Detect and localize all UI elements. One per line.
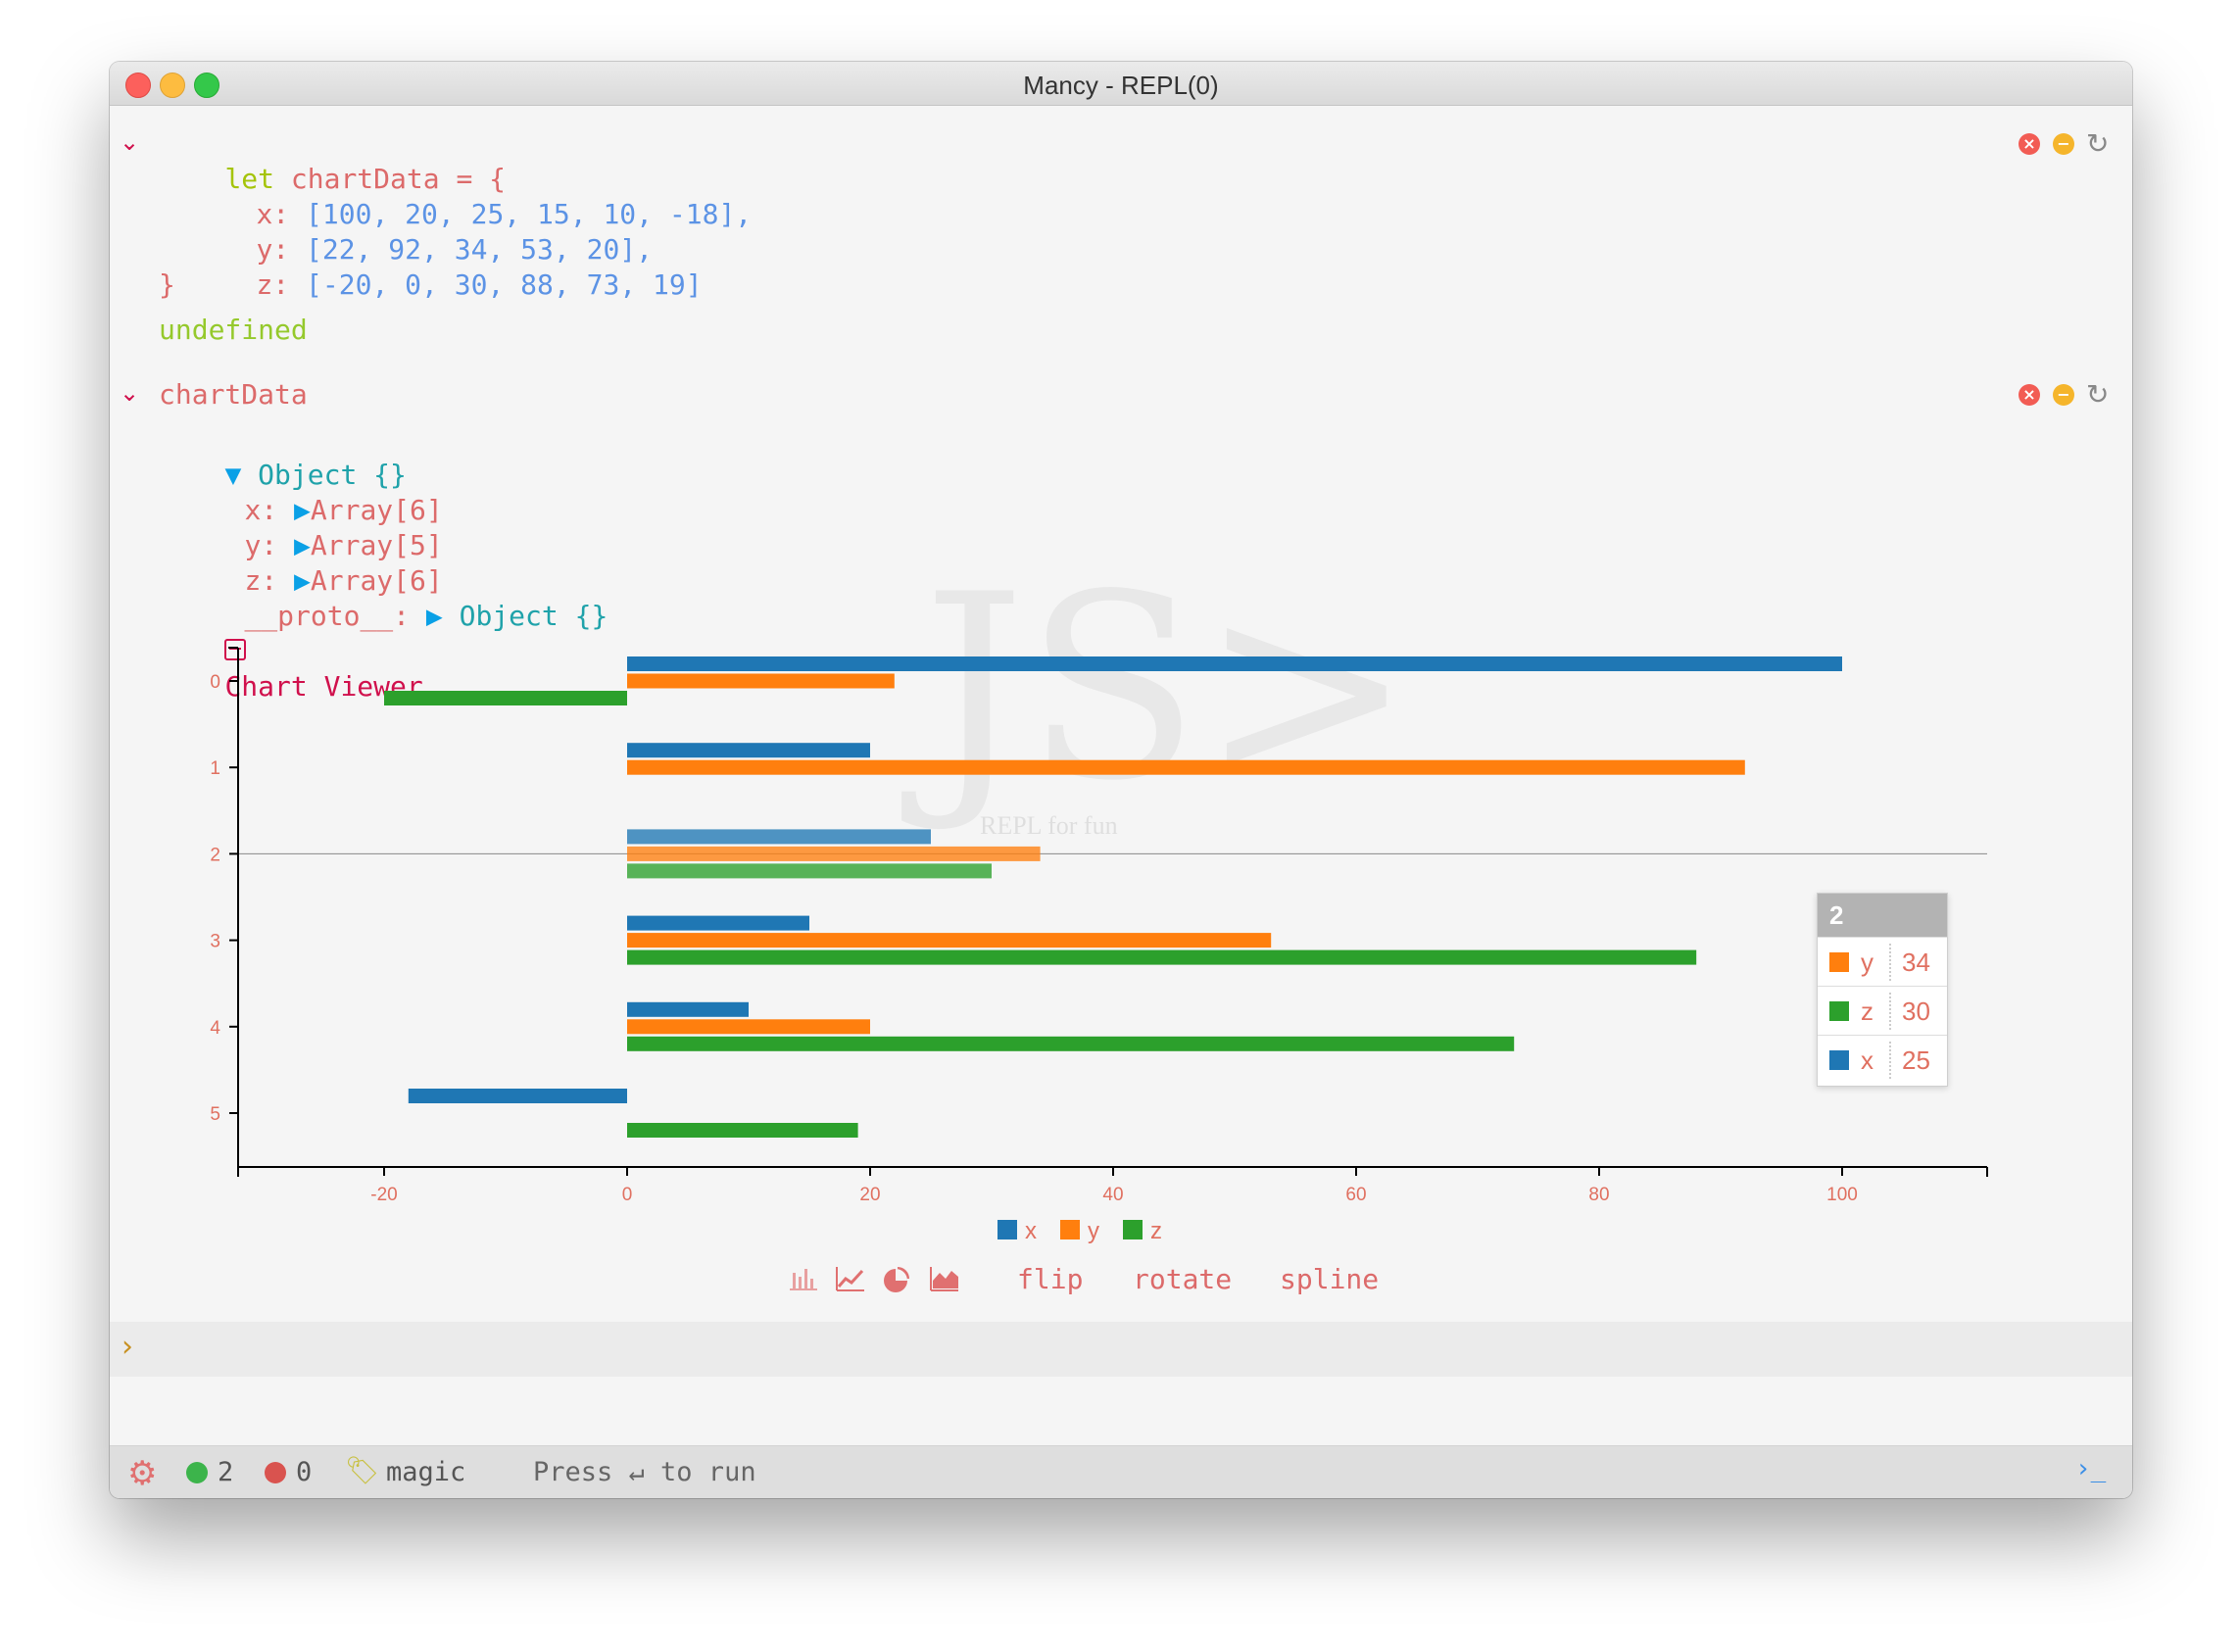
cell1-output: undefined [159,314,308,346]
chart-tooltip: 2 y 34 z 30 x 25 [1817,893,1948,1087]
cell1-delete-icon[interactable]: × [2019,133,2040,155]
collapsed-triangle-icon: ▶ [294,529,311,561]
chart-viewer-toggle[interactable]: Chart Viewer [159,599,423,740]
bar-x-2 [627,829,931,845]
cell2-input: chartData [159,378,308,411]
bar-y-0 [627,673,895,689]
bar-z-4 [627,1036,1515,1051]
y-tick-label: 0 [210,672,220,693]
x-tick-label: 80 [1588,1185,1609,1205]
bar-chart: 0 1 2 3 4 5 -20 0 20 40 60 80 100 x y z [210,647,1988,1244]
bar-y-3 [627,933,1272,948]
y-tick-label: 5 [210,1104,220,1125]
x-tick-label: 100 [1826,1185,1858,1205]
cell1-line-1: let chartData = { [224,163,507,195]
terminal-icon[interactable]: ›_ [2075,1454,2107,1483]
watermark-tagline: REPL for fun [980,811,1118,840]
cell1-line-5: } [159,268,175,301]
bar-y-4 [627,1019,870,1035]
legend-swatch-z [1123,1220,1143,1239]
status-bar: ⚙ 2 0 🏷 magic Press ↵ to run ›_ [110,1445,2132,1498]
collapsed-triangle-icon: ▶ [294,494,311,526]
cell2-delete-icon[interactable]: × [2019,384,2040,406]
bar-x-1 [627,743,870,758]
legend-swatch-x [1829,1050,1849,1070]
cell1-reload-icon[interactable]: ↻ [2086,127,2110,160]
prompt-symbol: › [122,1330,133,1364]
y-tick-label: 4 [210,1018,220,1039]
legend-swatch-y [1060,1220,1080,1239]
window-title: Mancy - REPL(0) [1023,71,1219,100]
x-tick-label: -20 [370,1185,397,1205]
tooltip-title: 2 [1818,894,1947,937]
cell1-collapse-output-icon[interactable]: − [2053,133,2074,155]
run-hint: Press ↵ to run [533,1457,756,1487]
tooltip-row: y 34 [1818,937,1947,987]
bar-x-0 [627,656,1842,671]
spline-label: spline [1280,1263,1380,1295]
success-dot-icon [186,1462,208,1483]
x-tick-label: 60 [1345,1185,1366,1205]
collapsed-triangle-icon: ▶ [425,600,443,632]
object-proto[interactable]: __proto__: ▶ Object {} [244,600,608,632]
window-maximize-button[interactable] [194,73,219,98]
title-bar: Mancy - REPL(0) [110,62,2132,106]
expanded-triangle-icon: ▼ [224,459,242,491]
cell2-collapse-icon[interactable]: ⌄ [120,379,140,407]
cell2-reload-icon[interactable]: ↻ [2086,378,2110,411]
x-tick-label: 0 [622,1185,633,1205]
cell1-line-2: x: [100, 20, 25, 15, 10, -18], [256,198,753,230]
bar-z-3 [627,949,1697,965]
legend-swatch-x [997,1220,1017,1239]
collapsed-triangle-icon: ▶ [294,564,311,597]
tooltip-row: x 25 [1818,1035,1947,1085]
legend-label-x: x [1025,1218,1037,1244]
bar-x-3 [627,915,809,931]
gear-icon[interactable]: ⚙ [127,1454,158,1493]
legend-label-y: y [1088,1218,1099,1244]
flip-label: flip [1017,1263,1084,1295]
mode-label[interactable]: magic [386,1457,466,1487]
rotate-label: rotate [1133,1263,1233,1295]
object-tree-root[interactable]: ▼ Object {} [224,459,407,491]
bar-chart-icon[interactable] [788,1265,819,1292]
bar-z-0 [384,691,627,705]
app-window: Mancy - REPL(0) JS> REPL for fun ⌄ let c… [110,62,2132,1498]
window-minimize-button[interactable] [160,73,185,98]
bar-x-5 [408,1089,627,1103]
cell1-line-3: y: [22, 92, 34, 53, 20], [256,233,654,266]
success-count: 2 [218,1457,234,1487]
cell1-line-4: z: [-20, 0, 30, 88, 73, 19] [256,268,703,301]
bar-x-4 [627,1001,749,1017]
y-tick-label: 3 [210,932,220,952]
pie-chart-icon[interactable] [882,1265,911,1294]
object-prop-z[interactable]: z: ▶Array[6] [244,564,443,597]
bar-z-5 [627,1123,858,1138]
repl-input-area[interactable]: › [110,1322,2132,1377]
legend-swatch-z [1829,1001,1849,1021]
cell1-collapse-icon[interactable]: ⌄ [120,128,140,156]
y-tick-label: 2 [210,845,220,865]
x-tick-label: 20 [859,1185,880,1205]
bar-y-1 [627,759,1745,775]
cell2-collapse-output-icon[interactable]: − [2053,384,2074,406]
error-count: 0 [296,1457,313,1487]
keyword-let: let [224,163,275,195]
y-tick-label: 1 [210,758,220,779]
window-close-button[interactable] [125,73,151,98]
error-dot-icon [265,1462,286,1483]
tag-icon: 🏷 [345,1454,380,1486]
tooltip-row: z 30 [1818,986,1947,1036]
object-prop-x[interactable]: x: ▶Array[6] [244,494,443,526]
area-chart-icon[interactable] [929,1265,960,1292]
bar-z-2 [627,863,992,879]
legend-label-z: z [1150,1218,1162,1244]
legend-swatch-y [1829,952,1849,972]
object-prop-y[interactable]: y: ▶Array[5] [244,529,443,561]
bar-y-2 [627,846,1041,861]
line-chart-icon[interactable] [835,1265,866,1292]
x-tick-label: 40 [1102,1185,1123,1205]
